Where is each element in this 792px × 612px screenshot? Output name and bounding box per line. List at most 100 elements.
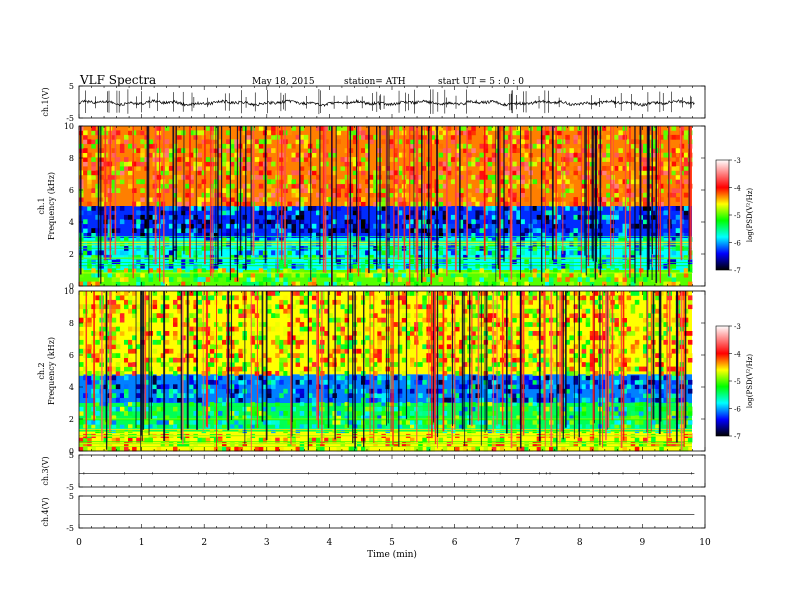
spectrogram-cell xyxy=(618,366,623,372)
spectrogram-cell xyxy=(430,344,435,350)
spectrogram-cell xyxy=(164,166,170,171)
spectrogram-cell xyxy=(459,188,464,193)
spectrogram-cell xyxy=(405,272,411,278)
spectrogram-cell xyxy=(553,148,558,153)
start-time-label: start UT = 5 : 0 : 0 xyxy=(438,77,524,87)
spectrogram-cell xyxy=(561,237,566,242)
spectrogram-cell xyxy=(487,263,493,269)
spectrogram-cell xyxy=(459,344,464,350)
spectrogram-cell xyxy=(397,388,403,394)
spectrogram-cell xyxy=(324,174,329,180)
spectrogram-cell xyxy=(638,388,644,394)
spectrogram-cell xyxy=(365,348,370,354)
spectrogram-cell xyxy=(393,415,399,421)
spectrogram-cell xyxy=(508,375,513,381)
spectrogram-cell xyxy=(540,313,546,318)
spectrogram-cell xyxy=(410,397,415,403)
spectrogram-cell xyxy=(475,281,480,287)
spectrogram-cell xyxy=(634,419,640,425)
spectrogram-cell xyxy=(267,272,272,278)
spectrogram-cell xyxy=(136,219,141,225)
spectrogram-cell xyxy=(418,375,423,381)
spectrogram-cell xyxy=(512,442,517,447)
spectrogram-cell xyxy=(152,379,158,385)
spectrogram-cell xyxy=(222,161,227,167)
spectrogram-cell xyxy=(618,339,623,345)
spectrogram-cell xyxy=(164,188,170,193)
spectrogram-cell xyxy=(643,366,648,372)
spectrogram-cell xyxy=(311,344,317,350)
spectrogram-cell xyxy=(144,437,149,443)
spectrogram-cell xyxy=(573,375,578,381)
spectrogram-cell xyxy=(626,152,632,158)
spectrogram-cell xyxy=(246,393,252,398)
spectrogram-cell xyxy=(614,268,619,273)
spectrogram-cell xyxy=(340,263,345,269)
spectrogram-cell xyxy=(573,313,578,318)
spectrogram-cell xyxy=(164,384,170,390)
spectrogram-cell xyxy=(671,134,677,140)
spectrogram-cell xyxy=(626,326,632,332)
spectrogram-cell xyxy=(573,353,578,358)
spectrogram-cell xyxy=(622,322,627,327)
spectrogram-cell xyxy=(589,419,595,425)
spectrogram-cell xyxy=(422,317,427,323)
spectrogram-cell xyxy=(418,446,423,452)
spectrogram-cell xyxy=(434,388,439,394)
spectrogram-cell xyxy=(671,188,677,193)
spectrogram-cell xyxy=(512,344,517,350)
spectrogram-cell xyxy=(254,206,260,211)
spectrogram-cell xyxy=(197,197,202,202)
spectrogram-cell xyxy=(307,277,313,282)
spectrogram-cell xyxy=(250,402,256,407)
spectrogram-cell xyxy=(160,397,166,403)
spectrogram-cell xyxy=(136,326,141,332)
spectrogram-cell xyxy=(352,197,358,202)
spectrogram-cell xyxy=(324,357,329,363)
spectrogram-cell xyxy=(581,344,587,350)
spectrogram-cell xyxy=(201,281,207,287)
spectrogram-cell xyxy=(565,254,570,260)
spectrogram-cell xyxy=(258,339,264,345)
spectrogram-cell xyxy=(365,326,370,332)
spectrogram-cell xyxy=(442,228,448,233)
spectrogram-cell xyxy=(581,183,587,189)
spectrogram-cell xyxy=(459,259,464,265)
spectrogram-cell xyxy=(132,130,137,136)
spectrogram-cell xyxy=(124,353,129,358)
spectrogram-cell xyxy=(459,371,464,376)
spectrogram-cell xyxy=(119,272,125,278)
spectrogram-cell xyxy=(634,223,640,229)
spectrogram-cell xyxy=(95,228,100,233)
spectrogram-cell xyxy=(340,228,345,233)
spectrogram-cell xyxy=(311,402,317,407)
spectrogram-cell xyxy=(369,192,374,198)
spectrogram-cell xyxy=(430,313,435,318)
spectrogram-cell xyxy=(128,179,133,185)
spectrogram-cell xyxy=(430,166,435,171)
spectrogram-cell xyxy=(242,130,247,136)
spectrogram-cell xyxy=(320,223,325,229)
spectrogram-cell xyxy=(487,166,493,171)
spectrogram-cell xyxy=(446,228,452,233)
spectrogram-cell xyxy=(373,353,378,358)
spectrogram-cell xyxy=(246,228,252,233)
spectrogram-cell xyxy=(369,179,374,185)
spectrogram-cell xyxy=(377,375,382,381)
spectrogram-cell xyxy=(622,232,627,238)
spectrogram-cell xyxy=(209,214,215,220)
spectrogram-cell xyxy=(348,339,354,345)
spectrogram-cell xyxy=(164,339,170,345)
spectrogram-cell xyxy=(164,437,170,443)
spectrogram-cell xyxy=(438,188,444,193)
spectrogram-cell xyxy=(168,179,174,185)
spectrogram-cell xyxy=(516,424,521,430)
spectrogram-cell xyxy=(622,228,627,233)
spectrogram-cell xyxy=(348,308,354,314)
spectrogram-cell xyxy=(258,322,264,327)
spectrogram-cell xyxy=(336,228,341,233)
spectrogram-cell xyxy=(242,126,247,131)
spectrogram-cell xyxy=(618,134,623,140)
spectrogram-cell xyxy=(156,397,162,403)
spectrogram-cell xyxy=(332,152,337,158)
